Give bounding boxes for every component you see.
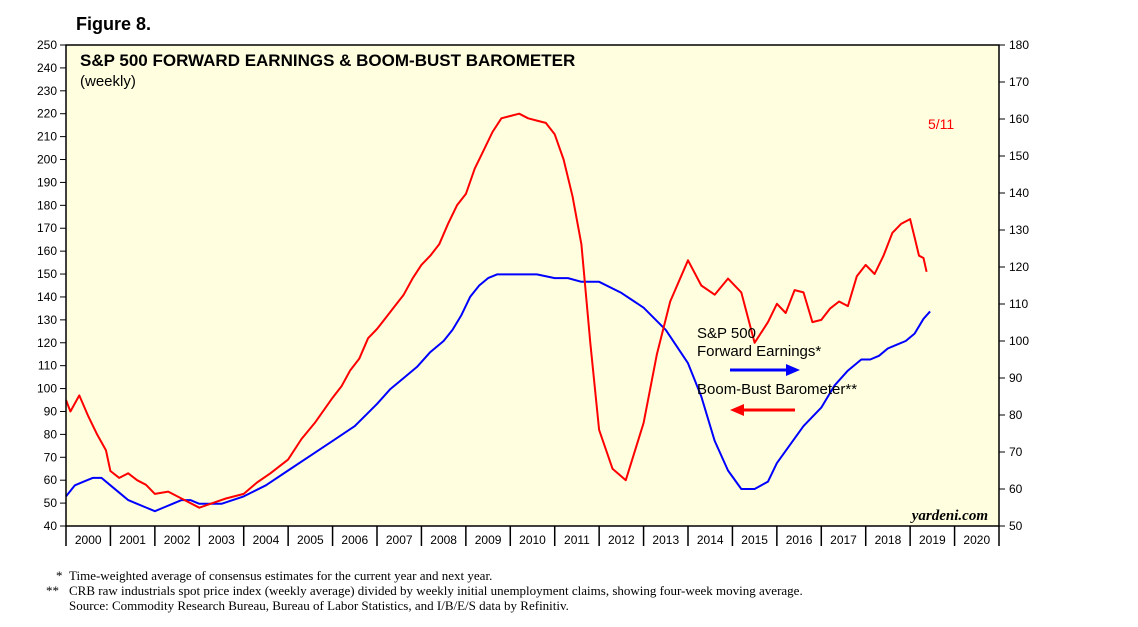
x-tick-label: 2014 — [697, 533, 724, 547]
figure-label: Figure 8. — [76, 14, 152, 34]
y-right-tick-label: 170 — [1009, 75, 1029, 89]
plot-area — [66, 45, 999, 526]
y-left-tick-label: 200 — [37, 153, 57, 167]
axes-layer: 40 50 60 70 80 90 100 110 120 130 140 150 160 170 180 1… — [37, 38, 1029, 547]
y-left-tick-label: 130 — [37, 313, 57, 327]
series-line-forward-earnings — [65, 273, 931, 513]
x-tick-label: 2017 — [830, 533, 857, 547]
x-tick-label: 2018 — [875, 533, 902, 547]
y-right-tick-label: 50 — [1009, 519, 1023, 533]
footnote-2: CRB raw industrials spot price index (we… — [69, 583, 803, 598]
x-tick-label: 2005 — [297, 533, 324, 547]
x-tick-label: 2002 — [164, 533, 191, 547]
y-left-tick-label: 120 — [37, 336, 57, 350]
y-right-tick-label: 90 — [1009, 371, 1023, 385]
x-tick-label: 2009 — [475, 533, 502, 547]
y-left-tick-label: 230 — [37, 84, 57, 98]
y-left-tick-label: 160 — [37, 244, 57, 258]
y-left-tick-label: 60 — [44, 473, 58, 487]
y-right-tick-label: 130 — [1009, 223, 1029, 237]
x-tick-label: 2015 — [741, 533, 768, 547]
y-right-tick-label: 60 — [1009, 482, 1023, 496]
chart-subtitle: (weekly) — [80, 73, 136, 90]
plot-frame — [65, 44, 1000, 527]
footnote-2-mark: ** — [46, 583, 59, 598]
x-tick-label: 2004 — [253, 533, 280, 547]
y-left-tick-label: 250 — [37, 38, 57, 52]
y-left-tick-label: 210 — [37, 130, 57, 144]
x-tick-label: 2003 — [208, 533, 235, 547]
y-right-tick-label: 180 — [1009, 38, 1029, 52]
x-tick-label: 2019 — [919, 533, 946, 547]
x-tick-label: 2010 — [519, 533, 546, 547]
y-right-tick-label: 110 — [1009, 297, 1028, 311]
y-left-tick-label: 70 — [44, 450, 58, 464]
y-left-tick-label: 90 — [44, 404, 58, 418]
legend-arrowhead-forward-earnings — [786, 364, 800, 376]
x-tick-label: 2000 — [75, 533, 102, 547]
y-right-tick-label: 70 — [1009, 445, 1023, 459]
x-tick-label: 2011 — [564, 533, 590, 547]
x-tick-label: 2006 — [341, 533, 368, 547]
x-tick-label: 2016 — [786, 533, 813, 547]
x-tick-label: 2020 — [963, 533, 990, 547]
footnote-source: Source: Commodity Research Bureau, Burea… — [69, 598, 569, 613]
y-right-tick-label: 80 — [1009, 408, 1023, 422]
y-left-tick-label: 110 — [38, 359, 57, 373]
y-left-tick-label: 150 — [37, 267, 57, 281]
chart-title: S&P 500 FORWARD EARNINGS & BOOM-BUST BAR… — [80, 51, 575, 70]
end-annotation: 5/11 — [928, 116, 954, 132]
footnote-1: Time-weighted average of consensus estim… — [69, 568, 493, 583]
y-left-tick-label: 190 — [37, 175, 57, 189]
legend-arrowhead-boom-bust — [730, 404, 744, 416]
legend-label-forward-earnings-line1: S&P 500 — [697, 325, 756, 342]
y-left-tick-label: 220 — [37, 107, 57, 121]
legend-label-boom-bust: Boom-Bust Barometer** — [697, 381, 857, 398]
legend: S&P 500 Forward Earnings* Boom-Bust Baro… — [697, 325, 857, 416]
y-left-tick-label: 180 — [37, 198, 57, 212]
y-right-tick-label: 100 — [1009, 334, 1029, 348]
y-left-tick-label: 170 — [37, 221, 57, 235]
x-tick-label: 2008 — [430, 533, 457, 547]
y-right-tick-label: 160 — [1009, 112, 1029, 126]
x-tick-label: 2013 — [652, 533, 679, 547]
y-left-tick-label: 100 — [37, 382, 57, 396]
footnote-1-mark: * — [56, 568, 63, 583]
y-right-tick-label: 150 — [1009, 149, 1029, 163]
x-tick-label: 2001 — [119, 533, 146, 547]
series-line-boom-bust — [65, 112, 928, 509]
y-left-tick-label: 140 — [37, 290, 57, 304]
y-right-tick-label: 120 — [1009, 260, 1029, 274]
legend-label-forward-earnings-line2: Forward Earnings* — [697, 343, 821, 360]
x-tick-label: 2012 — [608, 533, 635, 547]
x-tick-label: 2007 — [386, 533, 413, 547]
y-left-tick-label: 40 — [44, 519, 58, 533]
y-left-tick-label: 240 — [37, 61, 57, 75]
y-left-tick-label: 80 — [44, 427, 58, 441]
y-right-tick-label: 140 — [1009, 186, 1029, 200]
series-layer — [65, 112, 931, 513]
y-left-tick-label: 50 — [44, 496, 58, 510]
watermark: yardeni.com — [910, 508, 988, 524]
